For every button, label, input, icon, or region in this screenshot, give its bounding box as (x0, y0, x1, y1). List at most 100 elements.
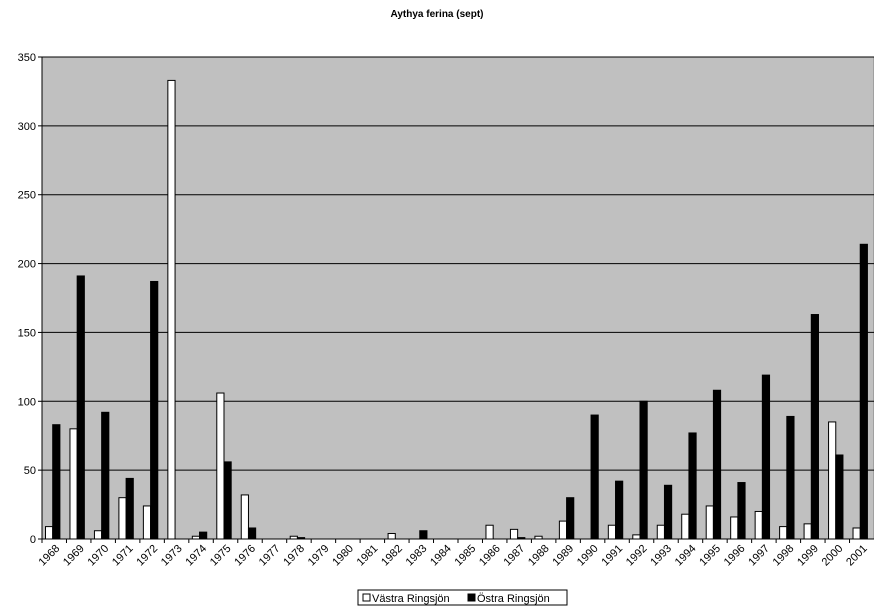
legend-swatch-ostra (467, 593, 476, 602)
y-tick-label-350: 350 (18, 52, 36, 64)
bar-ostra-1968 (52, 424, 61, 540)
axes (41, 57, 874, 540)
x-tick-label-1982: 1982 (379, 543, 405, 569)
x-tick-label-1981: 1981 (355, 543, 381, 569)
bar-vastra-1991 (607, 524, 617, 540)
x-tick-label-1994: 1994 (673, 543, 699, 569)
bar-ostra-1990 (590, 414, 599, 540)
x-tick-label-1983: 1983 (404, 543, 430, 569)
bar-vastra-2000 (828, 421, 837, 540)
bar-vastra-1997 (754, 510, 763, 540)
bar-ostra-1975 (223, 461, 232, 540)
bar-ostra-2000 (835, 454, 844, 540)
bar-vastra-1971 (118, 497, 127, 540)
bar-ostra-1974 (199, 531, 208, 540)
legend-box (357, 589, 568, 606)
bar-vastra-1996 (730, 516, 739, 540)
bar-ostra-1998 (786, 415, 795, 540)
x-tick-label-1974: 1974 (183, 543, 209, 569)
x-tick-label-1997: 1997 (746, 543, 772, 569)
gridlines (42, 56, 874, 471)
bar-ostra-1983 (419, 530, 428, 540)
bar-vastra-1987 (509, 528, 519, 540)
x-tick-label-1968: 1968 (37, 543, 63, 569)
bar-vastra-1970 (93, 530, 103, 540)
bar-vastra-1976 (240, 494, 249, 540)
bar-vastra-1982 (387, 532, 396, 540)
y-tick-label-50: 50 (24, 465, 36, 477)
bar-ostra-1995 (712, 389, 722, 540)
x-tick-label-1996: 1996 (722, 543, 748, 569)
legend-label-vastra: Västra Ringsjön (372, 593, 450, 605)
x-tick-label-1984: 1984 (428, 543, 454, 569)
x-tick-label-1998: 1998 (771, 543, 797, 569)
x-tick-label-1988: 1988 (526, 543, 552, 569)
bar-ostra-1991 (615, 480, 624, 540)
x-tick-label-1986: 1986 (477, 543, 503, 569)
x-tick-label-1993: 1993 (648, 543, 674, 569)
bar-vastra-1998 (779, 526, 788, 540)
bar-ostra-1976 (247, 527, 257, 540)
x-tick-label-1979: 1979 (306, 543, 332, 569)
bar-ostra-1997 (761, 374, 771, 540)
bar-ostra-1994 (688, 432, 697, 540)
legend-label-ostra: Östra Ringsjön (477, 593, 550, 605)
bar-ostra-1972 (150, 280, 159, 540)
plot-area (41, 56, 874, 540)
bar-ostra-1989 (566, 497, 575, 540)
y-tick-label-200: 200 (18, 259, 36, 271)
x-tick-label-1977: 1977 (257, 543, 283, 569)
bar-vastra-1989 (558, 520, 568, 540)
bar-ostra-1969 (76, 275, 85, 540)
y-tick-label-100: 100 (18, 396, 36, 408)
bar-ostra-1999 (810, 314, 819, 540)
x-tick-label-1992: 1992 (624, 543, 650, 569)
x-tick-label-1975: 1975 (208, 543, 234, 569)
bar-vastra-1994 (681, 513, 690, 540)
y-tick-label-300: 300 (18, 121, 36, 133)
x-tick-label-1999: 1999 (795, 543, 821, 569)
bar-ostra-1993 (663, 484, 673, 540)
x-tick-label-1970: 1970 (85, 543, 111, 569)
x-tick-label-1972: 1972 (134, 543, 160, 569)
x-tick-label-1976: 1976 (232, 543, 258, 569)
x-tick-label-2000: 2000 (820, 543, 846, 569)
bar-vastra-1973 (167, 79, 176, 540)
x-tick-label-1985: 1985 (453, 543, 479, 569)
y-tick-label-250: 250 (18, 190, 36, 202)
x-axis-ticks: 1968196919701971197219731974197519761977… (37, 539, 870, 568)
bar-ostra-1996 (737, 482, 746, 540)
x-tick-label-1969: 1969 (61, 543, 87, 569)
x-tick-label-1991: 1991 (599, 543, 625, 569)
y-tick-label-150: 150 (18, 327, 36, 339)
x-tick-label-1973: 1973 (159, 543, 185, 569)
bar-vastra-1968 (45, 526, 54, 540)
chart-title: Aythya ferina (sept) (391, 9, 484, 20)
bar-vastra-1986 (485, 524, 494, 540)
x-tick-label-1971: 1971 (110, 543, 136, 569)
bar-vastra-1999 (803, 523, 812, 540)
bar-ostra-2001 (859, 243, 868, 540)
x-tick-label-1995: 1995 (697, 543, 723, 569)
bar-vastra-1972 (142, 505, 152, 540)
x-tick-label-1989: 1989 (550, 543, 576, 569)
x-tick-label-2001: 2001 (844, 543, 870, 569)
x-tick-label-1990: 1990 (575, 543, 601, 569)
bar-vastra-2001 (852, 527, 861, 540)
bar-vastra-1995 (705, 505, 714, 540)
x-tick-label-1980: 1980 (330, 543, 356, 569)
legend: Västra Ringsjön Östra Ringsjön (357, 589, 568, 606)
bar-ostra-1992 (639, 400, 648, 540)
y-tick-label-0: 0 (30, 534, 36, 546)
bars (45, 79, 868, 540)
legend-swatch-vastra (362, 593, 371, 602)
bar-vastra-1975 (216, 392, 225, 540)
bar-ostra-1971 (125, 477, 134, 540)
bar-vastra-1993 (656, 524, 665, 540)
bar-vastra-1969 (69, 428, 78, 540)
bar-vastra-1992 (632, 534, 641, 540)
x-tick-label-1978: 1978 (281, 543, 307, 569)
x-tick-label-1987: 1987 (501, 543, 527, 569)
bar-ostra-1970 (101, 411, 110, 540)
